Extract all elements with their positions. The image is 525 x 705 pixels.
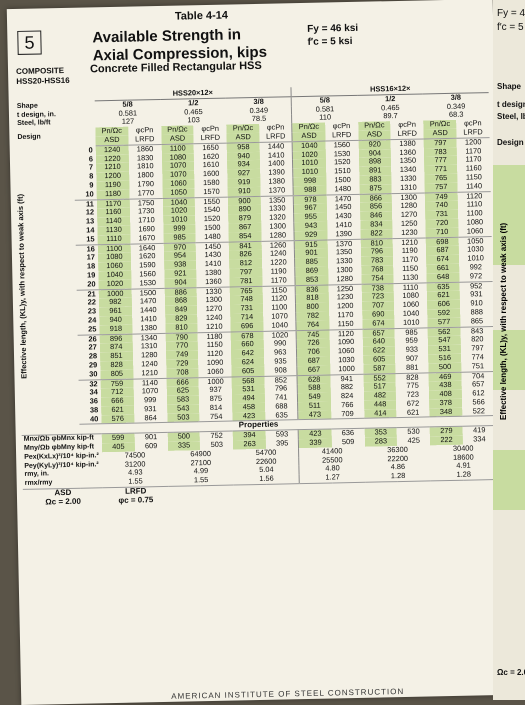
kl-value: 11: [85, 199, 94, 209]
next-page-strip: Fy = 46 ksi f′c = 5 ksi Shape t design, …: [493, 0, 525, 700]
strip-fy: Fy = 46 ksi: [497, 8, 525, 19]
strip-fc: f′c = 5 ksi: [497, 22, 525, 33]
strip-green-2: [493, 330, 525, 390]
page-box: 5: [17, 30, 42, 55]
material-props: Fy = 46 ksi f′c = 5 ksi: [307, 22, 358, 49]
kl-value: 26: [88, 334, 97, 344]
footer-omega: Ωc = 2.00: [45, 497, 81, 507]
fc-value: f′c = 5 ksi: [307, 35, 353, 48]
strip-design: Design: [497, 138, 524, 147]
fy-value: Fy = 46 ksi: [307, 22, 359, 35]
table-subtitle: Concrete Filled Rectangular HSS: [89, 59, 262, 76]
kl-value: 21: [87, 289, 96, 299]
publisher: AMERICAN INSTITUTE OF STEEL CONSTRUCTION: [171, 686, 405, 701]
strip-green-3: [493, 450, 525, 510]
kl-value: 32: [89, 379, 98, 389]
kl-value: 25: [77, 325, 100, 335]
kl-value: 30: [78, 369, 101, 380]
kl-value: 0: [88, 145, 93, 155]
strip-green-1: [493, 165, 525, 265]
strip-shape: Shape: [497, 82, 522, 91]
strip-omega: Ωc = 2.00: [497, 668, 525, 677]
axis-label-cell: Effective length, (KL)y, with respect to…: [16, 146, 80, 426]
section-range: HSS20-HSS16: [16, 75, 70, 86]
table-number: Table 4-14: [174, 9, 229, 23]
footer-phi: φc = 0.75: [118, 495, 154, 505]
kl-value: 40: [79, 414, 102, 425]
kl-value: 10: [74, 190, 97, 200]
kl-value: 20: [76, 280, 99, 290]
table-page: 5 Table 4-14 Available Strength in Axial…: [6, 0, 508, 705]
strip-axis-label: Effective length, (KL)y, with respect to…: [499, 222, 508, 420]
composite-label: COMPOSITE HSS20-HSS16: [16, 66, 70, 87]
design-label: Design: [17, 133, 41, 141]
strip-steel: Steel, lb/ft: [497, 112, 525, 121]
kl-value: 15: [75, 235, 98, 245]
strip-tdesign: t design, in.: [497, 100, 525, 109]
axis-label: Effective length, (KL)y, with respect to…: [15, 194, 29, 380]
strength-table: HSS20×12× HSS16×12× Shape 5/8 1/2 3/8 5/8 1/2 3/…: [15, 83, 498, 507]
kl-value: 16: [86, 244, 95, 254]
